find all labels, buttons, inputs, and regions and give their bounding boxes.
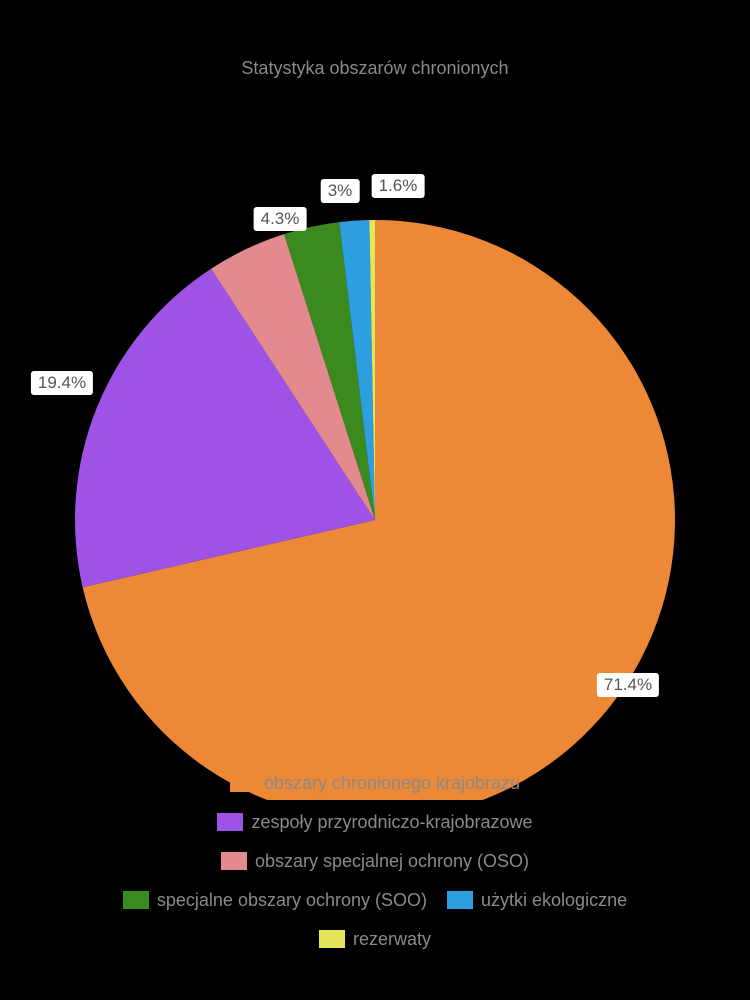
pie-chart: 71.4% 19.4% 4.3% 3% 1.6% — [0, 100, 750, 800]
legend-label: użytki ekologiczne — [481, 882, 627, 918]
legend-swatch — [123, 891, 149, 909]
legend-label: obszary specjalnej ochrony (OSO) — [255, 843, 529, 879]
slice-percent-label: 3% — [321, 179, 360, 203]
legend-swatch — [230, 774, 256, 792]
legend-item: zespoły przyrodniczo-krajobrazowe — [217, 804, 532, 840]
legend-label: specjalne obszary ochrony (SOO) — [157, 882, 427, 918]
legend-row: specjalne obszary ochrony (SOO) użytki ek… — [0, 882, 750, 921]
legend-swatch — [221, 852, 247, 870]
legend-swatch — [447, 891, 473, 909]
legend-label: zespoły przyrodniczo-krajobrazowe — [251, 804, 532, 840]
legend-item: obszary specjalnej ochrony (OSO) — [221, 843, 529, 879]
slice-percent-label: 1.6% — [372, 174, 425, 198]
legend-item: obszary chronionego krajobrazu — [230, 765, 520, 801]
slice-percent-label: 4.3% — [254, 207, 307, 231]
chart-title: Statystyka obszarów chronionych — [0, 58, 750, 79]
legend-row: rezerwaty — [0, 921, 750, 960]
legend-swatch — [217, 813, 243, 831]
legend-label: rezerwaty — [353, 921, 431, 957]
slice-percent-label: 19.4% — [31, 371, 93, 395]
legend-swatch — [319, 930, 345, 948]
legend-row: zespoły przyrodniczo-krajobrazowe — [0, 804, 750, 843]
legend-item: użytki ekologiczne — [447, 882, 627, 918]
slice-percent-label: 71.4% — [597, 673, 659, 697]
legend-label: obszary chronionego krajobrazu — [264, 765, 520, 801]
legend-item: specjalne obszary ochrony (SOO) — [123, 882, 427, 918]
legend: obszary chronionego krajobrazuzespoły pr… — [0, 765, 750, 960]
legend-row: obszary chronionego krajobrazu — [0, 765, 750, 804]
legend-row: obszary specjalnej ochrony (OSO) — [0, 843, 750, 882]
legend-item: rezerwaty — [319, 921, 431, 957]
